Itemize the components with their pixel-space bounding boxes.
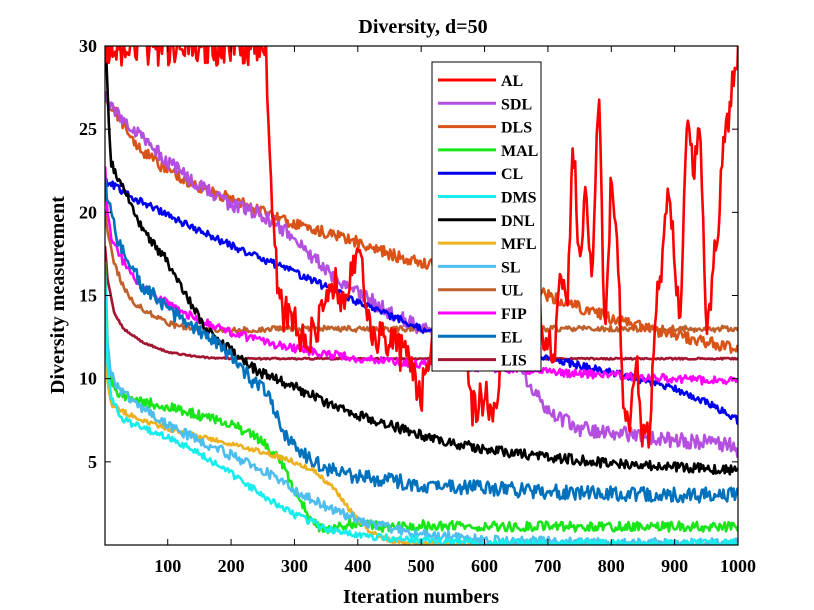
legend-label-el: EL (501, 329, 522, 346)
y-tick-label: 15 (79, 286, 97, 306)
series-line-lis (105, 245, 738, 361)
y-tick-label: 30 (79, 36, 97, 56)
x-tick-label: 400 (344, 556, 371, 576)
x-tick-label: 500 (408, 556, 435, 576)
y-tick-label: 10 (79, 369, 97, 389)
y-tick-label: 25 (79, 119, 97, 139)
chart-legend: AL SDL DLS MAL CL DMS DNL MFL SL UL FIP EL LIS (431, 61, 542, 372)
legend-label-sdl: SDL (501, 96, 532, 113)
series-line-fip (105, 166, 738, 386)
legend-label-mfl: MFL (501, 236, 537, 253)
y-axis-label: Diversity measurement (47, 196, 69, 394)
legend-label-fip: FIP (501, 306, 527, 323)
x-tick-label: 300 (281, 556, 308, 576)
series-line-mal (105, 261, 738, 535)
x-tick-label: 1000 (720, 556, 756, 576)
legend-label-dms: DMS (501, 190, 537, 207)
legend-label-dls: DLS (501, 120, 532, 137)
x-tick-label: 600 (471, 556, 498, 576)
legend-label-lis: LIS (501, 353, 527, 370)
y-tick-label: 5 (88, 452, 97, 472)
x-tick-label: 900 (661, 556, 688, 576)
legend-label-dnl: DNL (501, 213, 535, 230)
legend-label-mal: MAL (501, 143, 538, 160)
x-tick-label: 200 (218, 556, 245, 576)
series-line-sdl (105, 91, 738, 459)
x-tick-label: 800 (598, 556, 625, 576)
series-layer (105, 46, 738, 545)
x-tick-label: 100 (154, 556, 181, 576)
chart-title: Diversity, d=50 (358, 16, 487, 38)
series-line-sl (105, 275, 738, 545)
x-tick-label: 700 (534, 556, 561, 576)
x-axis-ticks: 100 200 300 400 500 600 700 800 900 1000 (154, 46, 756, 576)
series-line-al (105, 46, 738, 449)
x-axis-label: Iteration numbers (343, 586, 499, 608)
legend-label-sl: SL (501, 259, 521, 276)
y-tick-label: 20 (79, 202, 97, 222)
series-line-el (105, 175, 738, 504)
legend-box (431, 61, 542, 372)
y-axis-ticks: 5 10 15 20 25 30 (79, 36, 738, 472)
legend-label-ul: UL (501, 283, 523, 300)
legend-label-cl: CL (501, 166, 523, 183)
legend-label-al: AL (501, 73, 523, 90)
series-line-dnl (105, 47, 738, 476)
